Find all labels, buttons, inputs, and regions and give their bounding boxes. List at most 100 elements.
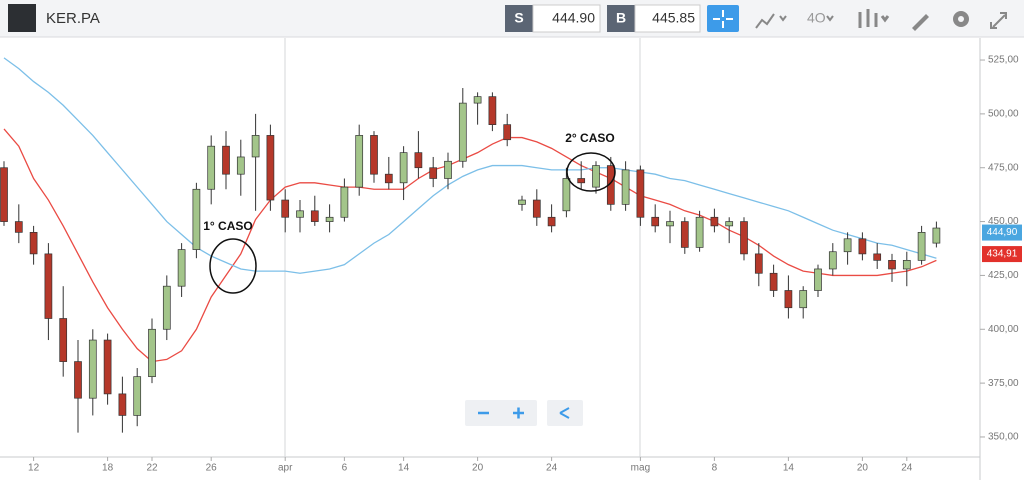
y-tick-label: 400,00 — [988, 324, 1019, 335]
indicator-button[interactable]: 4O — [807, 10, 826, 26]
draw-button[interactable] — [912, 14, 929, 31]
candle-body — [695, 216, 704, 248]
candle-body — [251, 135, 260, 158]
x-tick-label: 12 — [28, 463, 40, 474]
crosshair-button[interactable] — [707, 5, 739, 32]
candle-body — [14, 221, 23, 233]
candle-body — [651, 216, 660, 227]
candle-body — [592, 165, 600, 188]
candle-body — [29, 231, 38, 255]
zoom-in-button[interactable] — [513, 407, 524, 419]
x-tick-label: 24 — [546, 463, 558, 474]
x-tick-label: 24 — [901, 463, 913, 474]
candle-body — [148, 328, 156, 378]
candle-body — [858, 238, 867, 255]
y-tick-label: 475,00 — [988, 162, 1019, 173]
candle-body — [917, 231, 926, 261]
sell-button[interactable] — [505, 5, 533, 32]
candle-body — [444, 160, 452, 179]
candle-body — [355, 135, 364, 188]
candle-body — [488, 96, 497, 125]
candle-body — [784, 290, 793, 309]
y-tick-label: 375,00 — [988, 378, 1019, 389]
buy-price-box[interactable] — [634, 4, 701, 33]
candle-body — [310, 210, 319, 222]
candle-body — [222, 145, 230, 175]
price-tag — [982, 246, 1022, 263]
candle-body — [473, 96, 482, 104]
highlight-circle — [566, 152, 616, 192]
candle-body — [118, 393, 127, 416]
candle-body — [177, 249, 186, 287]
x-tick-label: 8 — [712, 463, 718, 474]
sell-price[interactable]: 444.90 — [552, 10, 595, 26]
price-tag-label: 434,91 — [987, 249, 1018, 260]
candle-body — [88, 339, 97, 399]
candle-body — [281, 199, 290, 218]
candle-body — [340, 186, 349, 218]
x-tick-label: 20 — [472, 463, 484, 474]
candle-body — [325, 216, 334, 222]
x-tick-label: mag — [631, 463, 650, 474]
y-tick-label: 500,00 — [988, 109, 1019, 120]
candle-body — [384, 173, 393, 184]
buy-price[interactable]: 445.85 — [652, 10, 695, 26]
candle-body — [636, 169, 645, 218]
candle-body — [518, 199, 526, 205]
sell-price-box[interactable] — [532, 4, 601, 33]
candle-body — [740, 221, 748, 255]
candle-body — [562, 178, 571, 212]
candle-body — [59, 318, 68, 362]
zoom-controls — [465, 400, 537, 426]
x-tick-label: 22 — [146, 463, 158, 474]
candle-body — [74, 361, 82, 399]
candle-body — [370, 135, 378, 175]
y-tick-label: 450,00 — [988, 216, 1019, 227]
candle-body — [577, 178, 586, 184]
x-tick-label: 14 — [398, 463, 410, 474]
candle-body — [666, 221, 674, 227]
candle-body — [606, 165, 615, 205]
moving-average — [3, 128, 937, 363]
y-tick-label: 350,00 — [988, 432, 1019, 443]
candle-body — [236, 156, 245, 175]
fullscreen-button[interactable] — [990, 12, 1007, 29]
candle-body — [458, 102, 467, 162]
plot: 350,00 375,00 400,00 425,00 450,00 475,00 500,… — [0, 55, 1019, 474]
share-box — [547, 400, 583, 426]
indicator-arrow — [826, 15, 834, 22]
candle-body — [503, 124, 512, 141]
candle-body — [429, 167, 438, 179]
candle-body — [932, 227, 941, 244]
candle-body — [207, 145, 216, 190]
moving-average — [3, 57, 937, 274]
candle-body — [266, 135, 275, 201]
candles-button[interactable] — [858, 9, 890, 28]
logo — [8, 4, 36, 32]
annotation: 1° CASO — [203, 219, 252, 233]
candle-body — [680, 221, 689, 248]
candle-body — [725, 221, 734, 227]
candle-body — [192, 188, 201, 250]
candle-body — [769, 272, 778, 291]
candle-body — [621, 169, 630, 205]
candle-body — [828, 251, 837, 270]
share-button[interactable] — [559, 407, 570, 419]
price-tag-label: 444,90 — [987, 227, 1018, 238]
buy-button[interactable] — [607, 5, 635, 32]
sell-label[interactable]: S — [514, 10, 523, 26]
settings-hole — [958, 16, 964, 22]
candle-body — [814, 268, 822, 291]
symbol: KER.PA — [46, 10, 100, 27]
buy-label[interactable]: B — [616, 10, 626, 26]
chart-type-button[interactable] — [755, 13, 787, 29]
candle-body — [873, 253, 882, 261]
x-tick-label: apr — [278, 463, 293, 474]
crosshair-icon — [713, 10, 733, 28]
x-tick-label: 18 — [102, 463, 114, 474]
candle-body — [162, 285, 171, 330]
candle-body — [414, 152, 423, 169]
candle-body — [547, 216, 556, 227]
candle-body — [44, 253, 53, 319]
candle-body — [888, 259, 896, 270]
